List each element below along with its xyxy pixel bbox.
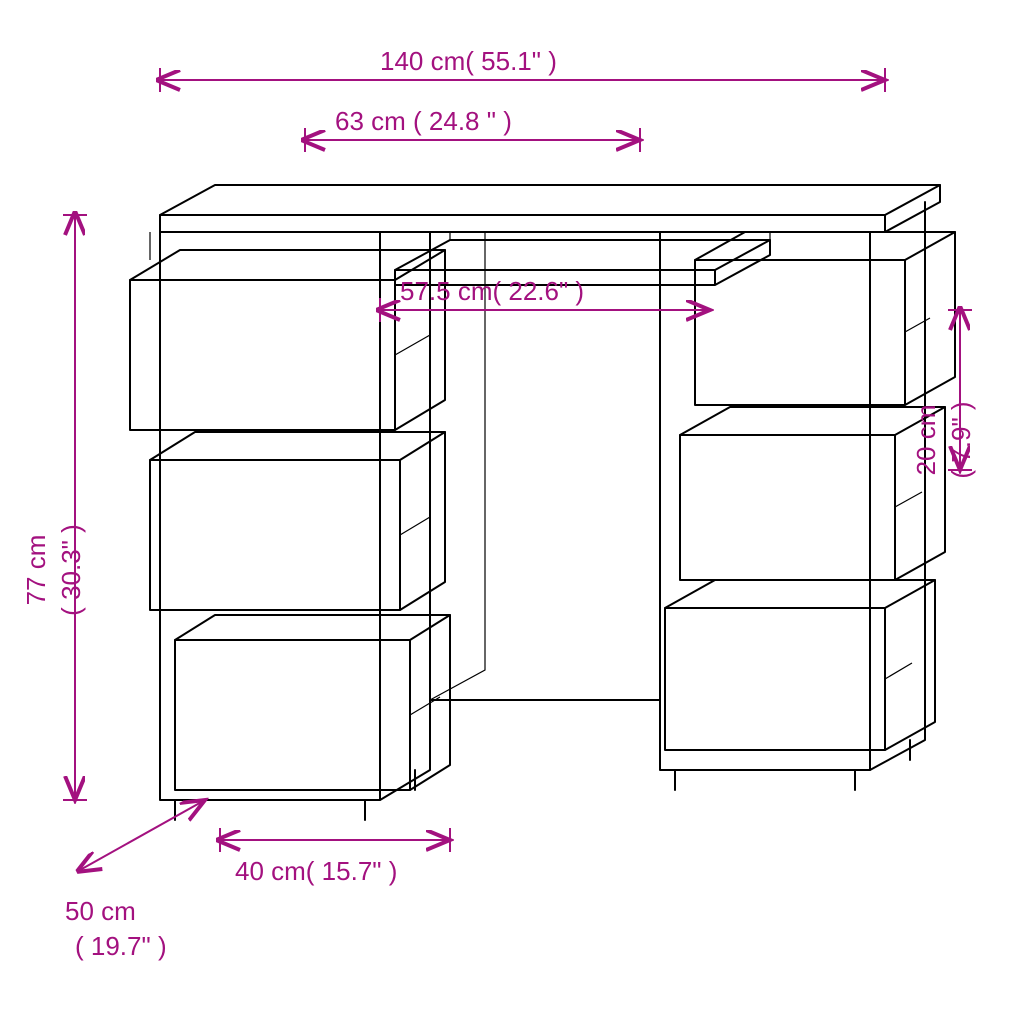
label-pedestal-width: 40 cm( 15.7" ): [235, 856, 397, 886]
label-opening-width: 63 cm ( 24.8 " ): [335, 106, 512, 136]
dim-depth: [80, 800, 205, 870]
right-drawer-2: [680, 407, 945, 580]
dimension-diagram: 140 cm( 55.1" ) 63 cm ( 24.8 " ) 57.5 cm( …: [0, 0, 1024, 1024]
label-depth-cm: 50 cm: [65, 896, 136, 926]
label-height-cm: 77 cm: [21, 535, 51, 606]
left-drawer-1: [130, 232, 445, 430]
label-height-in: ( 30.3" ): [56, 524, 86, 616]
label-depth-in: ( 19.7" ): [75, 931, 167, 961]
dimension-lines: [75, 80, 960, 870]
label-drawer-h-cm: 20 cm: [911, 405, 941, 476]
label-tray-width: 57.5 cm( 22.6" ): [400, 276, 584, 306]
label-total-width: 140 cm( 55.1" ): [380, 46, 557, 76]
right-drawer-3: [665, 580, 935, 750]
left-drawer-3: [175, 615, 450, 790]
right-drawer-1: [695, 232, 955, 405]
left-drawer-2: [150, 432, 445, 610]
label-drawer-h-in: ( 7.9" ): [946, 401, 976, 478]
